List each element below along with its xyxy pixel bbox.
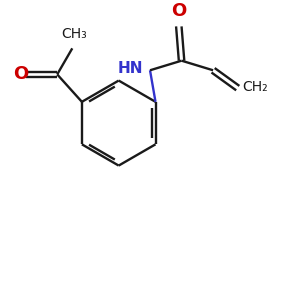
Text: O: O — [13, 65, 28, 83]
Text: HN: HN — [118, 61, 143, 76]
Text: CH₂: CH₂ — [242, 80, 268, 94]
Text: O: O — [171, 2, 186, 20]
Text: CH₃: CH₃ — [61, 28, 86, 41]
